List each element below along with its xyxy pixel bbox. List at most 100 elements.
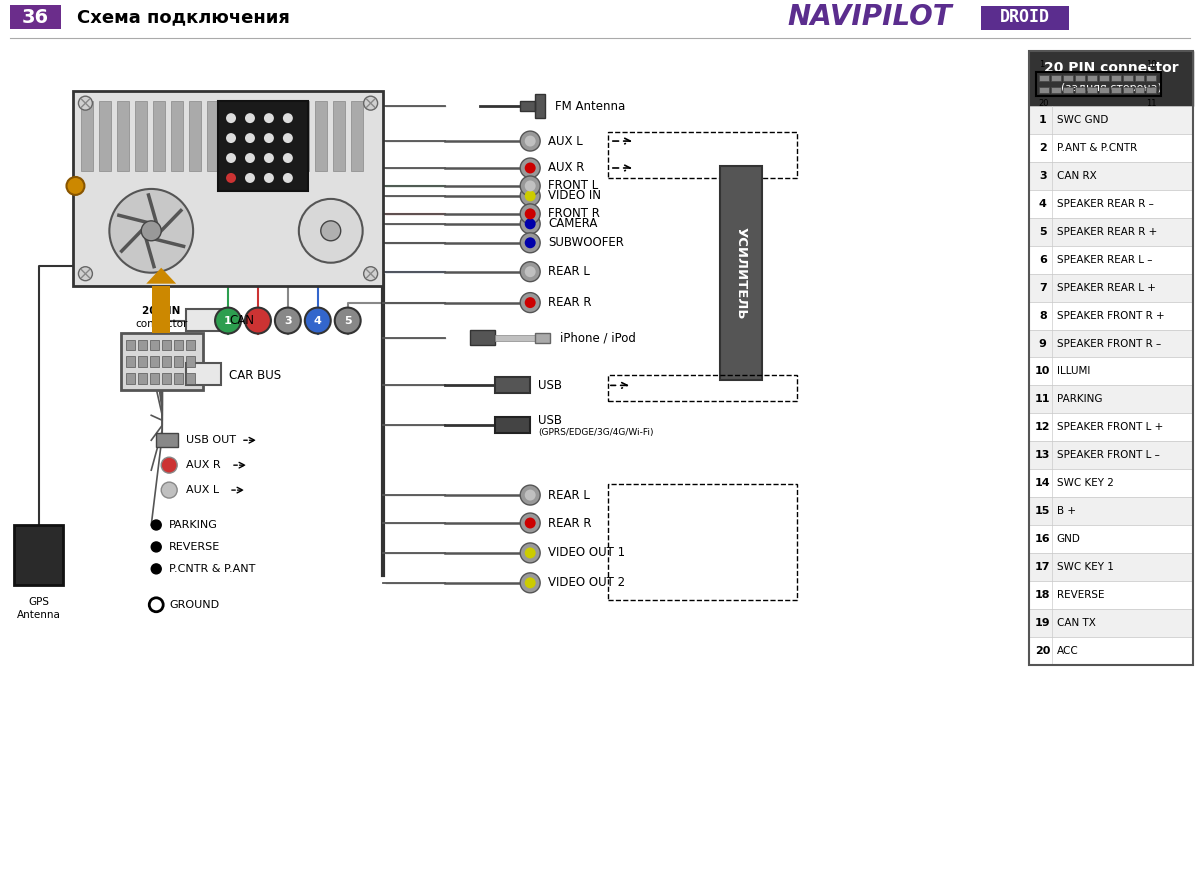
Text: GROUND: GROUND [169,599,220,610]
Text: ACC: ACC [1057,645,1079,656]
Bar [186,373,196,385]
Text: SWC GND: SWC GND [1057,115,1108,126]
Bar [154,101,166,171]
Circle shape [245,133,254,143]
Circle shape [142,221,161,240]
Bar [535,332,550,342]
Bar [1051,75,1061,81]
Bar [218,101,308,191]
Text: 10: 10 [1146,60,1157,69]
Text: REAR R: REAR R [548,296,592,309]
Bar [1028,497,1193,525]
Text: 5: 5 [344,316,352,325]
Circle shape [521,214,540,233]
Circle shape [524,190,535,202]
Circle shape [521,513,540,533]
Text: CAN: CAN [229,314,254,327]
Circle shape [66,177,84,194]
Circle shape [149,598,163,612]
Bar [156,433,178,447]
Text: P.CNTR & P.ANT: P.CNTR & P.ANT [169,564,256,574]
Bar [1087,88,1097,93]
Bar [136,101,148,171]
Bar [1051,88,1061,93]
Text: SPEAKER FRONT R –: SPEAKER FRONT R – [1057,339,1160,348]
Circle shape [335,308,361,333]
Circle shape [524,209,535,219]
Text: P.ANT & P.CNTR: P.ANT & P.CNTR [1057,143,1136,153]
Circle shape [524,266,535,278]
Circle shape [524,490,535,500]
Circle shape [151,520,161,530]
Text: 12: 12 [1036,423,1050,432]
Bar [1075,88,1085,93]
Bar [980,6,1069,30]
Text: 6: 6 [1039,255,1046,264]
Bar [100,101,112,171]
Bar [608,484,798,599]
Bar [1099,75,1109,81]
Bar [186,339,196,350]
Text: VIDEO IN: VIDEO IN [548,189,601,202]
Bar [1122,75,1133,81]
Circle shape [283,113,293,123]
Text: 1: 1 [1039,60,1044,69]
Text: FRONT R: FRONT R [548,208,600,220]
Bar [350,101,362,171]
Bar [150,356,160,368]
Bar [174,339,184,350]
Text: USB: USB [538,414,562,427]
Bar [1039,88,1049,93]
Circle shape [283,173,293,183]
Circle shape [299,199,362,263]
Text: CAN RX: CAN RX [1057,171,1097,181]
Bar [162,356,172,368]
Bar [121,332,203,391]
Text: (задняя сторона): (задняя сторона) [1061,83,1162,93]
Bar [1028,274,1193,301]
Text: 20 PIN connector: 20 PIN connector [1044,61,1178,75]
Bar [150,339,160,350]
Circle shape [524,163,535,173]
Bar [1099,88,1109,93]
Circle shape [226,173,236,183]
Bar [720,166,762,380]
Text: 14: 14 [1034,478,1050,488]
Bar [126,356,136,368]
Circle shape [524,237,535,248]
Text: (GPRS/EDGE/3G/4G/Wi-Fi): (GPRS/EDGE/3G/4G/Wi-Fi) [538,428,654,437]
Circle shape [521,485,540,505]
Bar [138,339,148,350]
Bar [172,101,184,171]
Bar [260,101,272,171]
Text: SPEAKER REAR L –: SPEAKER REAR L – [1057,255,1152,264]
Bar [126,373,136,385]
Circle shape [245,113,254,123]
Text: SPEAKER FRONT L –: SPEAKER FRONT L – [1057,450,1159,461]
Text: УСИЛИТЕЛЬ: УСИЛИТЕЛЬ [734,227,748,319]
Bar [186,309,221,331]
Text: CAMERA: CAMERA [548,217,598,231]
Bar [1146,88,1157,93]
Circle shape [364,267,378,281]
Text: 16: 16 [1034,534,1050,544]
Text: Схема подключения: Схема подключения [78,9,290,27]
Circle shape [521,232,540,253]
Bar [1110,75,1121,81]
Bar [186,363,221,385]
Bar [1134,88,1145,93]
Text: 8: 8 [1039,310,1046,321]
Text: ILLUMI: ILLUMI [1057,367,1090,377]
Bar [1028,636,1193,665]
Bar [1146,75,1157,81]
Bar [1028,246,1193,274]
Bar [10,5,61,29]
Bar [332,101,344,171]
Bar [470,330,496,346]
Circle shape [524,135,535,147]
Text: SWC KEY 1: SWC KEY 1 [1057,562,1114,572]
Text: SPEAKER REAR R +: SPEAKER REAR R + [1057,227,1157,237]
Text: REVERSE: REVERSE [169,542,221,552]
Bar [226,101,238,171]
Text: 11: 11 [1036,394,1050,404]
